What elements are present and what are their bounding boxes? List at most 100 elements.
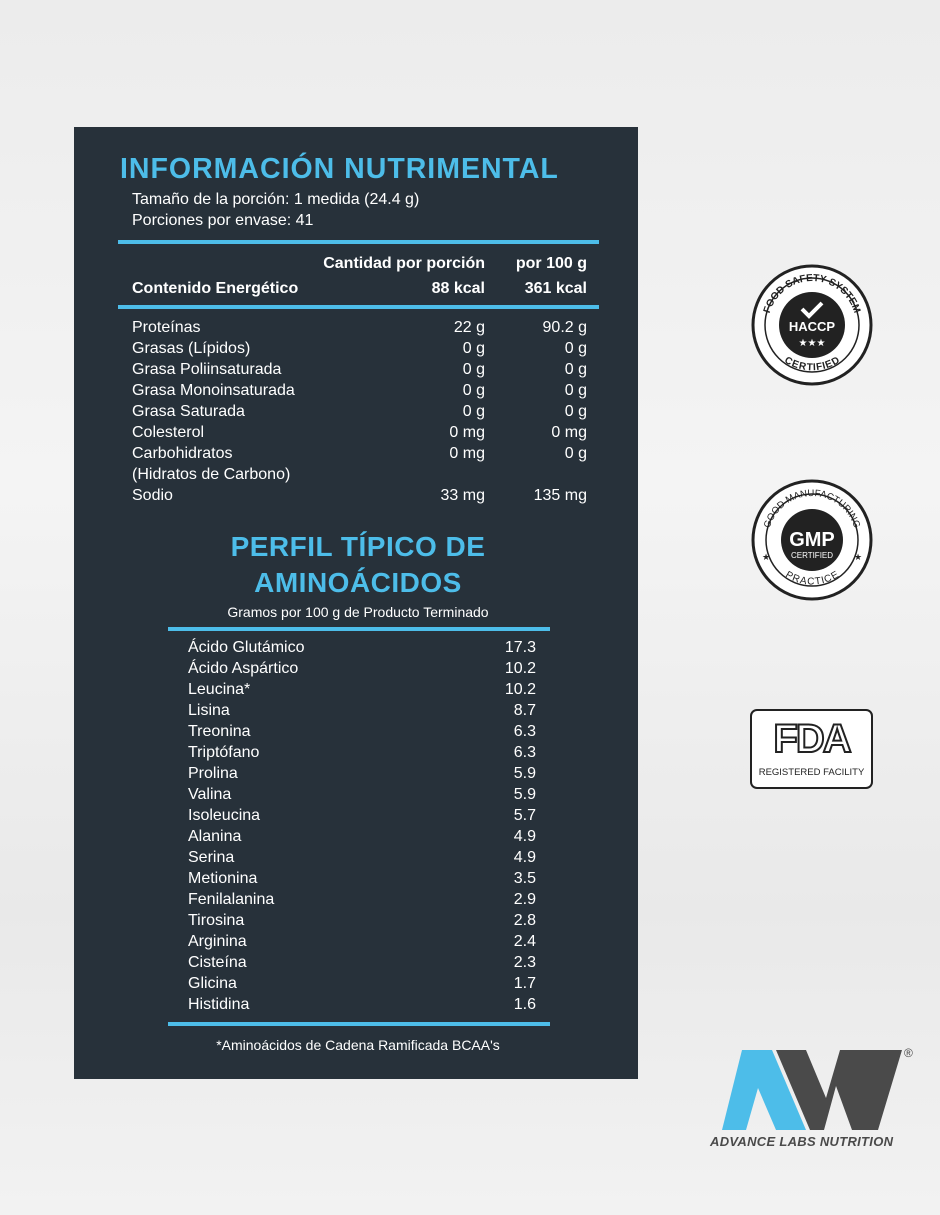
amino-value: 1.7 <box>513 975 536 992</box>
svg-text:★: ★ <box>762 552 770 562</box>
nutrient-label: Sodio <box>132 487 173 504</box>
amino-name: Tirosina <box>188 912 245 929</box>
divider <box>168 627 550 631</box>
nutrient-per-100g: 135 mg <box>533 487 587 504</box>
amino-row: Lisina 8.7 <box>188 702 536 723</box>
amino-value: 6.3 <box>513 723 536 740</box>
nutrient-row: Colesterol 0 mg 0 mg <box>132 424 587 445</box>
amino-name: Triptófano <box>188 744 260 761</box>
amino-name: Ácido Aspártico <box>188 660 299 677</box>
nutrient-per-serving: 33 mg <box>440 487 485 504</box>
amino-row: Treonina 6.3 <box>188 723 536 744</box>
amino-value: 2.3 <box>513 954 536 971</box>
svg-text:★: ★ <box>854 552 862 562</box>
nutrient-per-100g: 0 g <box>564 382 587 399</box>
amino-name: Arginina <box>188 933 247 950</box>
nutrient-per-serving: 22 g <box>453 319 485 336</box>
amino-value: 4.9 <box>513 849 536 866</box>
amino-title-line2: AMINOÁCIDOS <box>254 567 462 598</box>
amino-value: 3.5 <box>513 870 536 887</box>
nutrient-label: Proteínas <box>132 319 201 336</box>
amino-row: Prolina 5.9 <box>188 765 536 786</box>
amino-value: 10.2 <box>504 660 536 677</box>
amino-row: Histidina 1.6 <box>188 996 536 1017</box>
nutrient-per-100g: 0 g <box>564 403 587 420</box>
nutrient-row: Grasas (Lípidos) 0 g 0 g <box>132 340 587 361</box>
nutrient-row: Grasa Monoinsaturada 0 g 0 g <box>132 382 587 403</box>
amino-row: Arginina 2.4 <box>188 933 536 954</box>
amino-name: Isoleucina <box>188 807 261 824</box>
amino-title-line1: PERFIL TÍPICO DE <box>230 531 486 562</box>
nutrient-row: Proteínas 22 g 90.2 g <box>132 319 587 340</box>
gmp-badge: GMP CERTIFIED ★ ★ GOOD MANUFACTURING PRAC… <box>751 479 873 601</box>
brand-name: ADVANCE LABS NUTRITION <box>710 1134 894 1149</box>
svg-text:★★★: ★★★ <box>799 338 826 349</box>
nutrient-per-serving: 0 g <box>462 340 485 357</box>
amino-value: 2.4 <box>513 933 536 950</box>
amino-name: Leucina* <box>188 681 251 698</box>
nutrient-label: Colesterol <box>132 424 205 441</box>
amino-value: 2.8 <box>513 912 536 929</box>
amino-value: 17.3 <box>504 639 536 656</box>
amino-value: 5.9 <box>513 786 536 803</box>
amino-value: 1.6 <box>513 996 536 1013</box>
amino-name: Fenilalanina <box>188 891 275 908</box>
haccp-center: HACCP <box>789 319 836 334</box>
fda-bottom: REGISTERED FACILITY <box>758 767 865 778</box>
amino-row: Tirosina 2.8 <box>188 912 536 933</box>
energy-row: Contenido Energético 88 kcal 361 kcal <box>132 280 587 301</box>
amino-value: 4.9 <box>513 828 536 845</box>
serving-size: Tamaño de la porción: 1 medida (24.4 g) <box>132 191 420 208</box>
nutrient-per-serving: 0 mg <box>449 424 485 441</box>
nutrient-per-serving: 0 g <box>462 382 485 399</box>
col-per-100g: por 100 g <box>515 255 587 272</box>
nutrient-row: Carbohidratos 0 mg 0 g <box>132 445 587 466</box>
energy-per-100g: 361 kcal <box>524 280 587 297</box>
column-headers: Cantidad por porción por 100 g <box>132 255 587 276</box>
nutrient-label: Carbohidratos <box>132 445 233 462</box>
fda-center: FDA <box>772 716 852 762</box>
haccp-badge: HACCP ★★★ FOOD SAFETY SYSTEM CERTIFIED <box>751 264 873 386</box>
nutrient-row: Grasa Saturada 0 g 0 g <box>132 403 587 424</box>
amino-row: Alanina 4.9 <box>188 828 536 849</box>
divider <box>168 1022 550 1026</box>
gmp-sub: CERTIFIED <box>791 551 833 560</box>
amino-name: Serina <box>188 849 235 866</box>
nutrient-label: (Hidratos de Carbono) <box>132 466 291 483</box>
amino-value: 2.9 <box>513 891 536 908</box>
amino-name: Valina <box>188 786 232 803</box>
nutrient-label: Grasa Monoinsaturada <box>132 382 295 399</box>
nutrient-per-serving: 0 g <box>462 361 485 378</box>
amino-row: Isoleucina 5.7 <box>188 807 536 828</box>
fda-badge: FDA REGISTERED FACILITY <box>750 709 873 789</box>
amino-name: Prolina <box>188 765 238 782</box>
amino-value: 6.3 <box>513 744 536 761</box>
divider <box>118 305 599 309</box>
amino-row: Fenilalanina 2.9 <box>188 891 536 912</box>
amino-row: Ácido Glutámico 17.3 <box>188 639 536 660</box>
nutrient-per-100g: 90.2 g <box>542 319 587 336</box>
nutrient-row: (Hidratos de Carbono) <box>132 466 587 487</box>
amino-name: Ácido Glutámico <box>188 639 305 656</box>
amino-name: Alanina <box>188 828 242 845</box>
nutrient-per-serving: 0 g <box>462 403 485 420</box>
divider <box>118 240 599 244</box>
nutrient-per-100g: 0 mg <box>551 424 587 441</box>
amino-name: Cisteína <box>188 954 247 971</box>
amino-value: 5.9 <box>513 765 536 782</box>
amino-row: Triptófano 6.3 <box>188 744 536 765</box>
nutrient-row: Grasa Poliinsaturada 0 g 0 g <box>132 361 587 382</box>
nutrient-label: Grasa Poliinsaturada <box>132 361 282 378</box>
amino-name: Treonina <box>188 723 251 740</box>
aw-logo-icon <box>722 1050 902 1130</box>
amino-value: 8.7 <box>513 702 536 719</box>
amino-name: Glicina <box>188 975 237 992</box>
amino-name: Lisina <box>188 702 230 719</box>
amino-name: Histidina <box>188 996 250 1013</box>
nutrient-per-100g: 0 g <box>564 361 587 378</box>
amino-row: Metionina 3.5 <box>188 870 536 891</box>
nutrition-panel: INFORMACIÓN NUTRIMENTAL Tamaño de la por… <box>74 127 638 1079</box>
registered-mark: ® <box>904 1046 913 1060</box>
amino-title: PERFIL TÍPICO DE AMINOÁCIDOS <box>74 529 642 601</box>
amino-row: Leucina* 10.2 <box>188 681 536 702</box>
